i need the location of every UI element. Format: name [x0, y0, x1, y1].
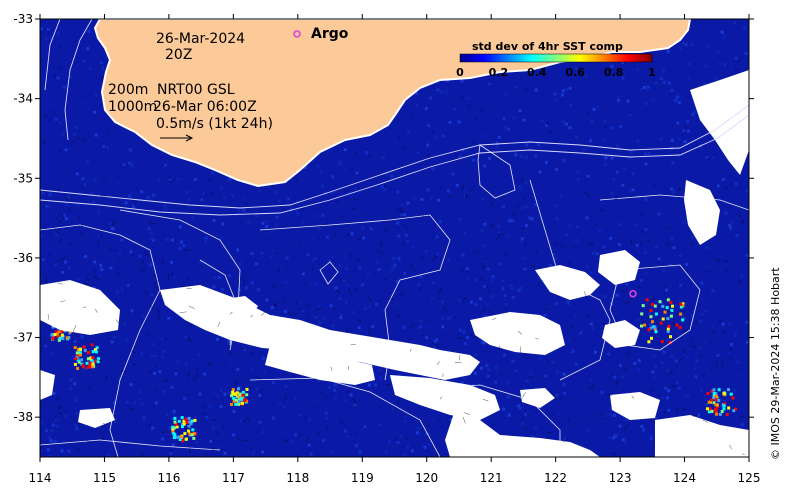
- vector-scale-label: 0.5m/s (1kt 24h): [156, 116, 273, 132]
- isobath-200-label: 200m: [108, 82, 148, 98]
- colorbar-gradient: [459, 53, 653, 63]
- copyright-credit: © IMOS 29-Mar-2024 15:38 Hobart: [769, 267, 782, 460]
- x-axis-labels: 114 115 116 117 118 119 120 121 122 123 …: [29, 471, 761, 485]
- colorbar: std dev of 4hr SST comp 0 0.2 0.4 0.6 0.8 1: [456, 40, 656, 79]
- lat-tick-35: -35: [13, 171, 33, 185]
- current-vectors: [40, 184, 745, 457]
- argo-legend-label: Argo: [311, 26, 349, 42]
- lon-tick-125: 125: [738, 471, 761, 485]
- plot-frame: [39, 18, 750, 458]
- lon-tick-123: 123: [609, 471, 632, 485]
- lon-tick-116: 116: [157, 471, 180, 485]
- lat-tick-37: -37: [13, 331, 33, 345]
- lon-tick-117: 117: [222, 471, 245, 485]
- geostrophic-streamlines: [40, 144, 749, 457]
- lat-tick-33: -33: [13, 12, 33, 26]
- lon-tick-121: 121: [480, 471, 503, 485]
- cloud-mask: [40, 70, 749, 457]
- isobath-1000-label: 1000m: [108, 99, 157, 115]
- argo-legend-marker: [293, 30, 301, 38]
- lat-tick-34: -34: [13, 92, 33, 106]
- lon-tick-114: 114: [29, 471, 52, 485]
- lon-tick-119: 119: [351, 471, 374, 485]
- lon-tick-120: 120: [415, 471, 438, 485]
- axis-ticks: [35, 14, 754, 462]
- colorbar-tick-label: 0.2: [489, 66, 509, 79]
- argo-float-marker: [629, 289, 637, 298]
- colorbar-tick-label: 0.8: [604, 66, 624, 79]
- colorbar-tick-label: 0: [456, 66, 464, 79]
- isobath-contours: [40, 19, 749, 216]
- altimetry-time: 26-Mar 06:00Z: [153, 99, 257, 115]
- vector-scale-arrow: [160, 134, 194, 142]
- colorbar-tick-label: 0.6: [565, 66, 585, 79]
- lat-tick-36: -36: [13, 251, 33, 265]
- colorbar-tick-label: 1: [648, 66, 656, 79]
- y-axis-labels: -33 -34 -35 -36 -37 -38: [13, 12, 33, 424]
- map-date: 26-Mar-2024: [156, 31, 245, 47]
- lon-tick-118: 118: [286, 471, 309, 485]
- map-hour: 20Z: [165, 47, 192, 63]
- colorbar-title: std dev of 4hr SST comp: [472, 40, 623, 53]
- lon-tick-115: 115: [93, 471, 116, 485]
- lon-tick-122: 122: [544, 471, 567, 485]
- lon-tick-124: 124: [673, 471, 696, 485]
- lat-tick-38: -38: [13, 410, 33, 424]
- colorbar-tick-label: 0.4: [527, 66, 547, 79]
- altimetry-source: NRT00 GSL: [157, 82, 235, 98]
